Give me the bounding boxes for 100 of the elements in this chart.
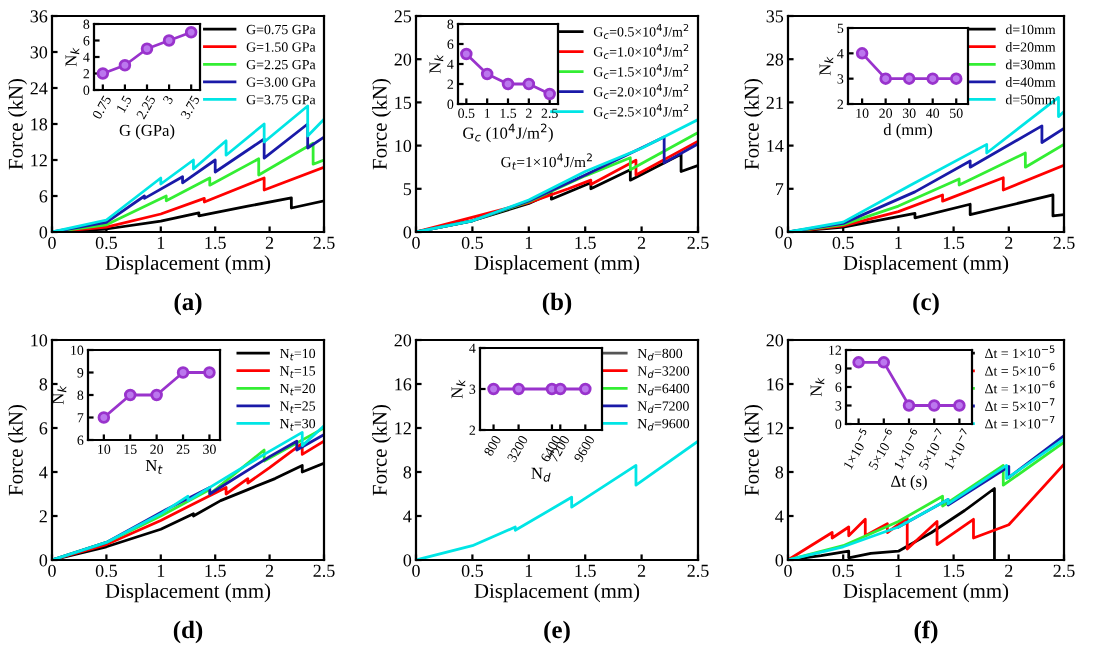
text: (c) (913, 292, 939, 316)
y-tick-label: 20 (766, 334, 784, 347)
y-tick-label: 2 (39, 510, 47, 523)
x-tick-label: 2 (637, 236, 646, 249)
y-tick-label: 8 (403, 466, 412, 479)
y-tick-label: 30 (30, 46, 48, 59)
y-tick-label: 20 (394, 53, 412, 66)
point (543, 87, 556, 101)
point (203, 366, 216, 379)
x-axis-title: Displacement (mm) (105, 255, 271, 275)
x-tick-label: 2 (265, 564, 274, 577)
point (118, 59, 132, 72)
y-tick-label: 20 (394, 334, 412, 347)
y-tick-label: 14 (767, 139, 784, 152)
y-tick-label: 35 (766, 10, 784, 23)
x-tick-label: 0.5 (832, 236, 854, 249)
y-tick-label: 16 (767, 378, 784, 391)
x-axis-title: N$_{t}$ (145, 460, 163, 474)
point (480, 67, 494, 81)
x-tick-label: 1 (157, 564, 165, 577)
y-tick-label: 8 (39, 378, 48, 391)
x-axis-title: G (GPa) (119, 124, 175, 140)
y-axis-title: Force (kN) (372, 78, 391, 170)
y-tick-label: 4 (775, 510, 784, 523)
x-tick-label: 1 (525, 564, 533, 577)
x-tick-label: 0.5 (461, 236, 483, 249)
y-axis-title: N$_{k}$ (451, 379, 466, 399)
x-axis-title: N$_{d}$ (531, 467, 551, 482)
y-tick-label: 5 (403, 183, 412, 196)
point (162, 34, 176, 47)
y-axis-title: N$_{k}$ (65, 47, 80, 67)
point (140, 42, 154, 55)
point (96, 67, 110, 80)
y-axis-title: N$_{k}$ (819, 56, 834, 76)
x-tick-label: 2.5 (313, 564, 335, 577)
x-tick-label: 1.5 (575, 564, 596, 577)
y-axis-title: Force (kN) (8, 404, 27, 496)
x-tick-label: 2 (637, 564, 646, 577)
x-tick-label: 2.5 (687, 564, 709, 577)
point (522, 77, 536, 91)
y-tick-label: 8 (775, 466, 784, 479)
point (176, 366, 190, 379)
x-tick-label: 1.5 (943, 236, 965, 249)
y-tick-label: 36 (30, 10, 48, 23)
x-tick-label: 2.5 (687, 236, 709, 249)
point (150, 388, 163, 402)
x-tick-label: 0 (48, 564, 56, 577)
x-tick-label: 1.5 (575, 236, 596, 249)
y-tick-label: 0 (39, 226, 48, 239)
x-tick-label: 2.5 (1053, 564, 1075, 577)
y-axis-title: Force (kN) (744, 78, 763, 170)
x-tick-label: 1 (525, 236, 533, 249)
x-tick-label: 0 (412, 564, 420, 577)
text: (f) (914, 620, 938, 644)
x-tick-label: 1.5 (943, 564, 965, 577)
x-tick-label: 0 (784, 236, 792, 249)
x-tick-label: 0 (48, 236, 56, 249)
y-tick-label: 6 (39, 422, 48, 435)
point (184, 26, 198, 39)
point (123, 388, 137, 402)
y-axis-title: Force (kN) (744, 404, 763, 496)
point (97, 411, 111, 424)
x-axis-title: Displacement (mm) (474, 255, 640, 275)
x-axis-title: Displacement (mm) (105, 583, 271, 603)
y-tick-label: 18 (31, 118, 48, 131)
x-tick-label: 1 (157, 236, 165, 249)
y-tick-label: 0 (39, 554, 48, 567)
point (460, 47, 473, 61)
x-axis-title: Displacement (mm) (843, 255, 1009, 275)
y-tick-label: 12 (31, 154, 47, 167)
x-tick-label: 0.5 (832, 564, 854, 577)
y-tick-label: 12 (395, 422, 411, 435)
y-tick-label: 4 (403, 510, 412, 523)
x-tick-label: 2.5 (1053, 236, 1075, 249)
point (501, 77, 515, 91)
y-axis-title: N$_{k}$ (810, 377, 825, 397)
y-tick-label: 6 (39, 190, 48, 203)
x-axis-title: G$_{c}$ (10$^{4}$J/m$^{2}$) (463, 123, 553, 143)
x-tick-label: 1.5 (205, 236, 226, 249)
x-axis-title: Δt (s) (891, 475, 927, 491)
x-tick-label: 1.5 (205, 564, 226, 577)
text: (a) (174, 292, 202, 316)
x-axis-title: Displacement (mm) (843, 583, 1009, 603)
y-axis-title: Force (kN) (8, 78, 27, 170)
y-axis-title: N$_{k}$ (52, 385, 67, 405)
y-tick-label: 7 (776, 183, 784, 196)
y-tick-label: 10 (395, 139, 412, 153)
x-tick-label: 0 (412, 236, 420, 249)
y-tick-label: 12 (767, 422, 783, 435)
y-tick-label: 4 (39, 466, 48, 479)
x-tick-label: 1 (895, 236, 902, 249)
x-axis-title: d (mm) (883, 123, 933, 139)
x-tick-label: 0 (784, 564, 792, 577)
text: (d) (173, 620, 203, 644)
y-tick-label: 28 (766, 53, 784, 66)
y-tick-label: 0 (403, 226, 412, 239)
x-tick-label: 2 (1005, 564, 1013, 577)
y-tick-label: 16 (395, 378, 412, 391)
y-axis-title: N$_{k}$ (429, 54, 444, 74)
text: (e) (544, 620, 570, 644)
